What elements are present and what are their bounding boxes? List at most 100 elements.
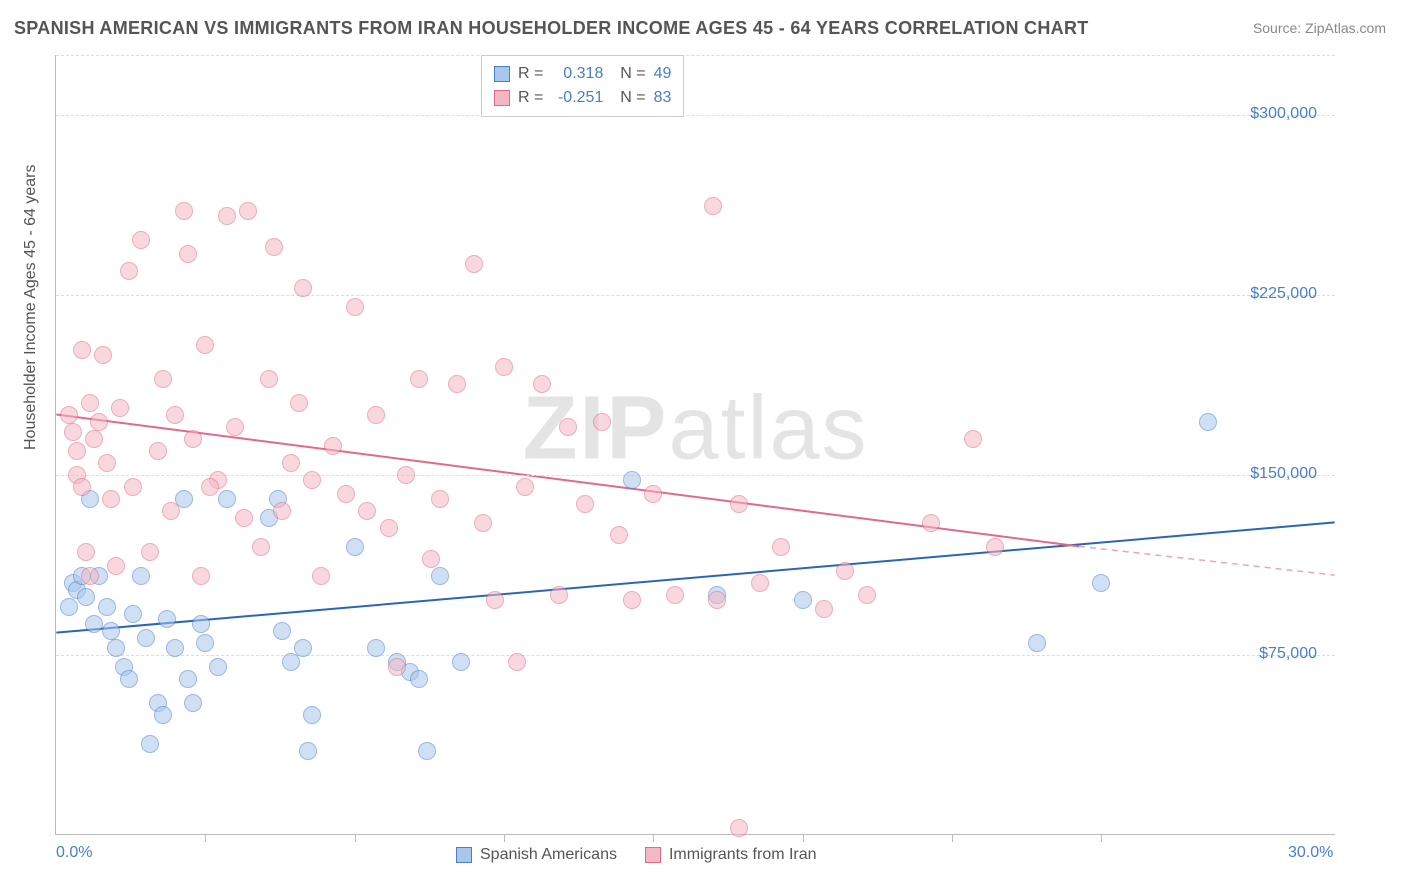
xtick-mark — [355, 834, 356, 842]
data-point — [303, 706, 321, 724]
plot-area: ZIPatlas R = 0.318 N = 49 R = -0.251 N =… — [55, 55, 1335, 835]
data-point — [836, 562, 854, 580]
data-point — [794, 591, 812, 609]
data-point — [166, 406, 184, 424]
data-point — [495, 358, 513, 376]
data-point — [149, 442, 167, 460]
xtick-mark — [952, 834, 953, 842]
data-point — [964, 430, 982, 448]
data-point — [474, 514, 492, 532]
r-label: R = — [518, 86, 543, 110]
data-point — [132, 231, 150, 249]
data-point — [192, 567, 210, 585]
data-point — [235, 509, 253, 527]
gridline — [56, 55, 1335, 56]
data-point — [124, 478, 142, 496]
data-point — [410, 670, 428, 688]
data-point — [431, 490, 449, 508]
data-point — [124, 605, 142, 623]
data-point — [1092, 574, 1110, 592]
swatch-series-a — [494, 66, 510, 82]
data-point — [452, 653, 470, 671]
data-point — [422, 550, 440, 568]
data-point — [81, 394, 99, 412]
data-point — [77, 588, 95, 606]
data-point — [299, 742, 317, 760]
ytick-label: $75,000 — [1259, 645, 1317, 663]
data-point — [486, 591, 504, 609]
data-point — [418, 742, 436, 760]
data-point — [623, 471, 641, 489]
r-label: R = — [518, 62, 543, 86]
data-point — [107, 557, 125, 575]
correlation-chart: SPANISH AMERICAN VS IMMIGRANTS FROM IRAN… — [0, 0, 1406, 892]
data-point — [175, 202, 193, 220]
data-point — [192, 615, 210, 633]
data-point — [282, 653, 300, 671]
data-point — [290, 394, 308, 412]
correlation-stats-box: R = 0.318 N = 49 R = -0.251 N = 83 — [481, 55, 684, 117]
data-point — [431, 567, 449, 585]
data-point — [858, 586, 876, 604]
stats-row-series-a: R = 0.318 N = 49 — [494, 62, 671, 86]
source-attribution: Source: ZipAtlas.com — [1253, 20, 1386, 36]
data-point — [239, 202, 257, 220]
data-point — [465, 255, 483, 273]
data-point — [986, 538, 1004, 556]
data-point — [367, 406, 385, 424]
xtick-mark — [504, 834, 505, 842]
data-point — [162, 502, 180, 520]
data-point — [98, 454, 116, 472]
data-point — [260, 370, 278, 388]
ytick-label: $300,000 — [1250, 105, 1317, 123]
xtick-mark — [653, 834, 654, 842]
stats-row-series-b: R = -0.251 N = 83 — [494, 86, 671, 110]
legend-item-b: Immigrants from Iran — [645, 846, 817, 864]
data-point — [132, 567, 150, 585]
data-point — [282, 454, 300, 472]
data-point — [184, 694, 202, 712]
data-point — [226, 418, 244, 436]
data-point — [324, 437, 342, 455]
data-point — [81, 567, 99, 585]
data-point — [120, 262, 138, 280]
data-point — [120, 670, 138, 688]
data-point — [576, 495, 594, 513]
gridline — [56, 655, 1335, 656]
ytick-label: $150,000 — [1250, 465, 1317, 483]
data-point — [704, 197, 722, 215]
gridline — [56, 475, 1335, 476]
data-point — [85, 615, 103, 633]
data-point — [346, 298, 364, 316]
xtick-mark — [803, 834, 804, 842]
y-axis-label: Householder Income Ages 45 - 64 years — [22, 165, 40, 451]
data-point — [922, 514, 940, 532]
data-point — [158, 610, 176, 628]
data-point — [772, 538, 790, 556]
data-point — [85, 430, 103, 448]
legend-swatch-a — [456, 847, 472, 863]
data-point — [252, 538, 270, 556]
data-point — [337, 485, 355, 503]
data-point — [141, 735, 159, 753]
data-point — [346, 538, 364, 556]
data-point — [708, 591, 726, 609]
data-point — [397, 466, 415, 484]
data-point — [209, 658, 227, 676]
data-point — [98, 598, 116, 616]
data-point — [68, 442, 86, 460]
data-point — [516, 478, 534, 496]
data-point — [533, 375, 551, 393]
data-point — [550, 586, 568, 604]
data-point — [77, 543, 95, 561]
data-point — [102, 622, 120, 640]
data-point — [141, 543, 159, 561]
data-point — [218, 207, 236, 225]
data-point — [273, 502, 291, 520]
data-point — [60, 598, 78, 616]
gridline — [56, 115, 1335, 116]
data-point — [94, 346, 112, 364]
xtick-mark — [205, 834, 206, 842]
xtick-label: 30.0% — [1288, 844, 1333, 862]
data-point — [154, 370, 172, 388]
